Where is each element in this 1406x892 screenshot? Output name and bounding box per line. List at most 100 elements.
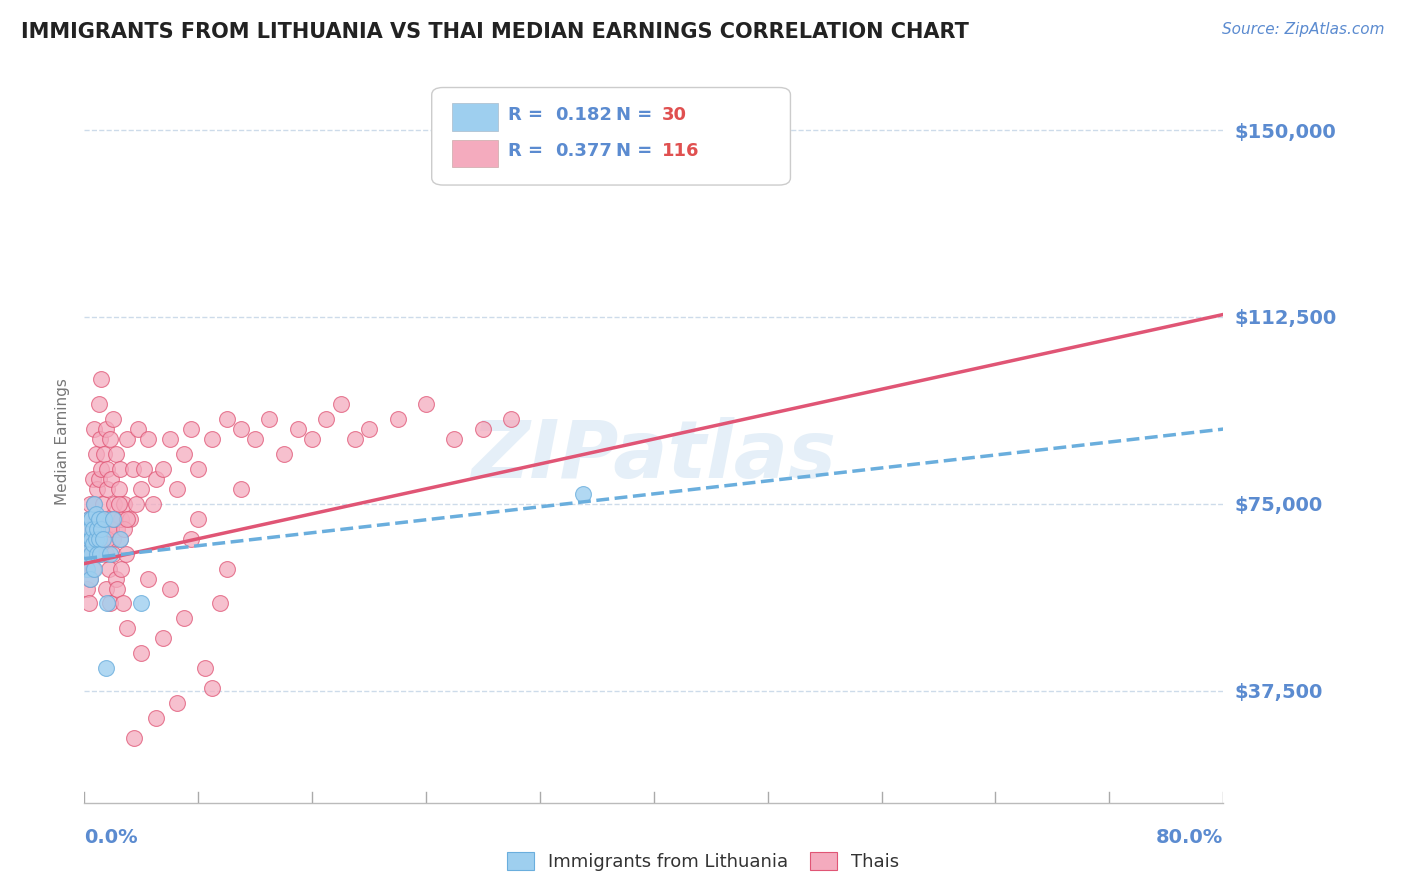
Point xyxy=(87,512,110,526)
Point xyxy=(80,512,103,526)
Text: R =: R = xyxy=(508,106,543,124)
Point xyxy=(229,422,252,436)
Point xyxy=(359,422,381,436)
Point xyxy=(79,572,101,586)
Point xyxy=(80,547,103,561)
Point xyxy=(86,482,108,496)
Point xyxy=(89,432,111,446)
Point xyxy=(94,422,117,436)
Point xyxy=(187,512,209,526)
Point xyxy=(100,522,122,536)
Point xyxy=(76,522,98,536)
Point xyxy=(100,472,122,486)
Point xyxy=(101,512,124,526)
Point xyxy=(118,512,141,526)
Point xyxy=(79,497,101,511)
Point xyxy=(83,532,105,546)
Point xyxy=(108,532,131,546)
Point xyxy=(82,561,104,575)
Point xyxy=(84,507,107,521)
Point xyxy=(97,561,120,575)
Text: 116: 116 xyxy=(662,142,699,160)
Point xyxy=(98,547,121,561)
Point xyxy=(166,482,188,496)
Point xyxy=(77,597,100,611)
Point xyxy=(315,412,337,426)
Point xyxy=(571,487,593,501)
Point xyxy=(84,512,107,526)
Point xyxy=(145,711,167,725)
Point xyxy=(76,582,98,596)
Point xyxy=(82,472,104,486)
Point xyxy=(201,681,224,696)
Point xyxy=(93,512,115,526)
Point xyxy=(89,547,111,561)
Point xyxy=(87,397,110,411)
Point xyxy=(77,512,100,526)
Point xyxy=(91,532,114,546)
Point xyxy=(80,532,103,546)
Point xyxy=(127,422,149,436)
Point xyxy=(443,432,465,446)
Point xyxy=(472,422,495,436)
Point xyxy=(90,372,112,386)
Point xyxy=(79,572,101,586)
Point xyxy=(229,482,252,496)
Text: 0.0%: 0.0% xyxy=(84,828,138,847)
Text: 30: 30 xyxy=(662,106,686,124)
Point xyxy=(101,547,124,561)
Point xyxy=(86,532,108,546)
Point xyxy=(501,412,523,426)
Text: 80.0%: 80.0% xyxy=(1156,828,1223,847)
Point xyxy=(94,547,117,561)
Point xyxy=(79,522,101,536)
Point xyxy=(104,572,127,586)
Point xyxy=(105,522,128,536)
Point xyxy=(138,432,160,446)
Y-axis label: Median Earnings: Median Earnings xyxy=(55,378,70,505)
Point xyxy=(83,422,105,436)
Point xyxy=(90,522,112,536)
Point xyxy=(93,512,115,526)
Point xyxy=(115,621,138,635)
Point xyxy=(83,497,105,511)
Point xyxy=(138,572,160,586)
Point xyxy=(101,532,124,546)
Point xyxy=(194,661,217,675)
Point xyxy=(131,597,153,611)
Point xyxy=(93,447,115,461)
Point xyxy=(215,561,238,575)
Point xyxy=(152,632,174,646)
Point xyxy=(103,512,125,526)
Point xyxy=(75,561,97,575)
Point xyxy=(110,512,132,526)
Point xyxy=(89,547,111,561)
Point xyxy=(103,497,125,511)
Point xyxy=(245,432,267,446)
Point xyxy=(79,547,101,561)
Point xyxy=(80,512,103,526)
Point xyxy=(108,532,131,546)
Point xyxy=(187,462,209,476)
Point xyxy=(80,547,103,561)
Point xyxy=(215,412,238,426)
Point xyxy=(83,497,105,511)
Point xyxy=(329,397,352,411)
Text: Source: ZipAtlas.com: Source: ZipAtlas.com xyxy=(1222,22,1385,37)
Point xyxy=(96,482,118,496)
Point xyxy=(166,696,188,710)
Point xyxy=(91,532,114,546)
Point xyxy=(105,582,128,596)
Text: 0.377: 0.377 xyxy=(555,142,612,160)
Point xyxy=(75,547,97,561)
Point xyxy=(115,432,138,446)
Point xyxy=(94,661,117,675)
Point xyxy=(94,582,117,596)
Point xyxy=(180,532,202,546)
Point xyxy=(107,497,129,511)
Point xyxy=(98,432,121,446)
Point xyxy=(90,462,112,476)
Point xyxy=(415,397,437,411)
FancyBboxPatch shape xyxy=(432,87,790,185)
Point xyxy=(98,512,121,526)
